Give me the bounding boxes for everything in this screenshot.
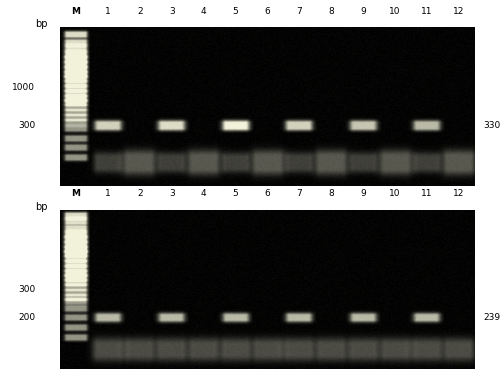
Text: M: M: [72, 189, 80, 198]
Text: 1000: 1000: [12, 83, 35, 92]
Text: 7: 7: [296, 7, 302, 16]
Text: bp: bp: [35, 19, 48, 29]
Text: 1: 1: [105, 189, 111, 198]
Text: 12: 12: [454, 189, 464, 198]
Text: 1: 1: [105, 7, 111, 16]
Text: 2: 2: [137, 7, 142, 16]
Text: 8: 8: [328, 7, 334, 16]
Text: 5: 5: [232, 7, 238, 16]
Text: 11: 11: [422, 189, 433, 198]
Text: 239: 239: [484, 313, 500, 322]
Text: 6: 6: [264, 189, 270, 198]
Text: M: M: [72, 7, 80, 16]
Text: 10: 10: [390, 7, 401, 16]
Text: 8: 8: [328, 189, 334, 198]
Text: 9: 9: [360, 189, 366, 198]
Text: 4: 4: [201, 189, 206, 198]
Text: 2: 2: [137, 189, 142, 198]
Text: 9: 9: [360, 7, 366, 16]
Text: 300: 300: [18, 121, 35, 130]
Text: 11: 11: [422, 7, 433, 16]
Text: 330: 330: [484, 121, 500, 130]
Text: 5: 5: [232, 189, 238, 198]
Text: bp: bp: [35, 202, 48, 211]
Text: 10: 10: [390, 189, 401, 198]
Text: 6: 6: [264, 7, 270, 16]
Text: 200: 200: [18, 313, 35, 322]
Text: 3: 3: [169, 189, 174, 198]
Text: 7: 7: [296, 189, 302, 198]
Text: 12: 12: [454, 7, 464, 16]
Text: 4: 4: [201, 7, 206, 16]
Text: 300: 300: [18, 284, 35, 294]
Text: 3: 3: [169, 7, 174, 16]
